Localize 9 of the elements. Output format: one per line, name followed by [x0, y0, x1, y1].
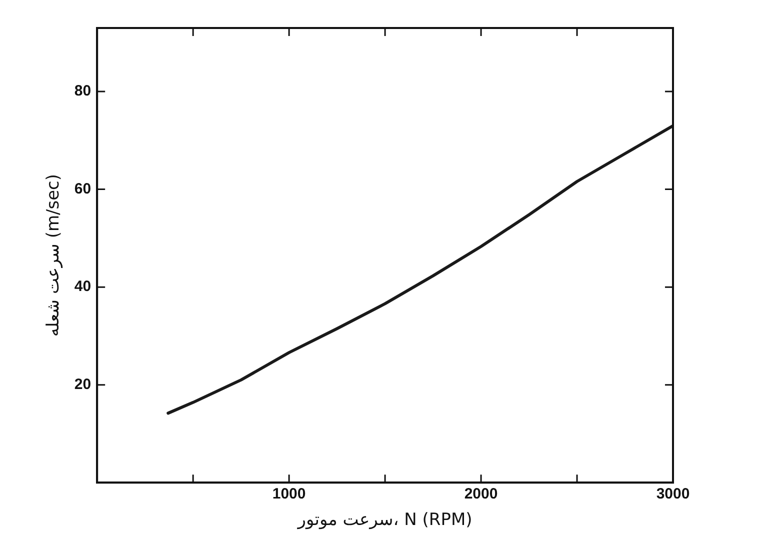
y-axis-title: سرعت شعله (m/sec)	[44, 174, 64, 337]
y-tick-label: 40	[74, 278, 92, 296]
y-tick-label: 20	[74, 376, 92, 393]
x-tick-label: 2000	[464, 486, 498, 503]
x-tick-label: 1000	[272, 486, 306, 503]
x-tick-label: 3000	[656, 486, 690, 503]
y-tick-label: 80	[74, 82, 92, 100]
y-tick-label: 60	[74, 180, 92, 198]
x-axis-title: سرعت موتور، N (RPM)	[296, 510, 472, 530]
